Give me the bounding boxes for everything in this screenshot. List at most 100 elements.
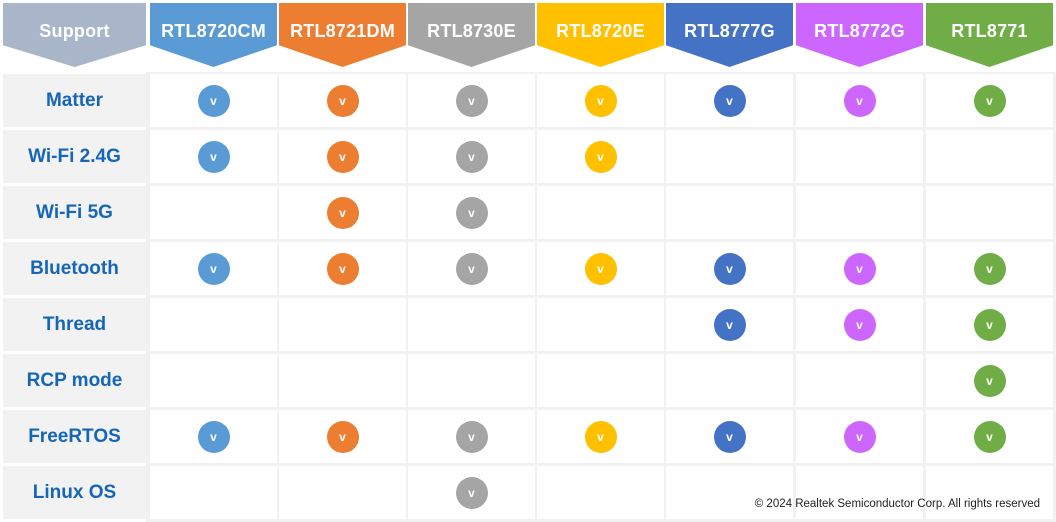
support-cell [537,186,664,239]
support-cell [279,466,406,519]
support-cell [796,130,923,183]
support-cell: v [926,410,1053,463]
header-rtl8772g: RTL8772G [796,3,923,67]
check-icon: v [973,252,1006,285]
support-cell: v [408,242,535,295]
check-icon: v [843,252,876,285]
check-icon: v [455,196,488,229]
support-cell: v [408,74,535,127]
support-cell: v [666,410,793,463]
support-cell: v [796,242,923,295]
header-label: RTL8721DM [290,21,395,41]
support-cell [796,466,923,519]
support-cell [408,354,535,407]
check-icon: v [973,84,1006,117]
check-icon: v [973,308,1006,341]
support-cell [926,466,1053,519]
support-cell [926,186,1053,239]
support-cell [796,186,923,239]
header-support: Support [3,3,146,67]
support-cell [150,186,277,239]
header-rtl8777g: RTL8777G [666,3,793,67]
support-cell: v [796,298,923,351]
feature-label: Wi-Fi 5G [3,186,146,239]
support-cell [666,466,793,519]
support-cell [666,186,793,239]
support-cell [150,298,277,351]
support-cell: v [537,130,664,183]
header-rtl8730e: RTL8730E [408,3,535,67]
support-cell: v [279,130,406,183]
feature-label: RCP mode [3,354,146,407]
feature-label: Thread [3,298,146,351]
header-rtl8720cm: RTL8720CM [150,3,277,67]
support-cell [537,354,664,407]
check-icon: v [197,420,230,453]
support-cell [666,354,793,407]
header-label: RTL8730E [427,21,516,41]
check-icon: v [973,420,1006,453]
header-label: RTL8720CM [161,21,266,41]
table-row: Matter v v v v v v v [0,74,1056,127]
check-icon: v [455,140,488,173]
support-cell: v [537,242,664,295]
feature-label: Bluetooth [3,242,146,295]
check-icon: v [197,140,230,173]
support-cell: v [926,242,1053,295]
support-cell [150,466,277,519]
support-cell: v [150,130,277,183]
support-cell: v [796,410,923,463]
check-icon: v [326,196,359,229]
check-icon: v [326,84,359,117]
table-row: RCP mode v [0,354,1056,407]
table-row: Linux OS v [0,466,1056,519]
support-cell: v [150,74,277,127]
table-row: Bluetooth v v v v v v v [0,242,1056,295]
header-label: RTL8771 [951,21,1028,41]
support-cell: v [796,74,923,127]
support-cell [926,130,1053,183]
check-icon: v [584,84,617,117]
support-cell [796,354,923,407]
check-icon: v [326,420,359,453]
check-icon: v [713,420,746,453]
support-cell: v [666,298,793,351]
header-label: RTL8772G [814,21,905,41]
table-row: Wi-Fi 5G v v [0,186,1056,239]
feature-label: FreeRTOS [3,410,146,463]
check-icon: v [455,476,488,509]
support-cell: v [537,410,664,463]
check-icon: v [843,420,876,453]
support-cell: v [926,298,1053,351]
check-icon: v [455,84,488,117]
header-label: RTL8720E [556,21,645,41]
support-cell: v [150,242,277,295]
feature-label: Matter [3,74,146,127]
check-icon: v [843,84,876,117]
support-cell: v [279,186,406,239]
support-cell [666,130,793,183]
support-cell: v [408,186,535,239]
feature-label: Linux OS [3,466,146,519]
support-cell: v [408,466,535,519]
check-icon: v [197,252,230,285]
table-row: Thread v v v [0,298,1056,351]
check-icon: v [455,420,488,453]
support-cell: v [150,410,277,463]
table-row: Wi-Fi 2.4G v v v v [0,130,1056,183]
check-icon: v [326,252,359,285]
support-cell [408,298,535,351]
check-icon: v [584,420,617,453]
check-icon: v [713,84,746,117]
support-cell [150,354,277,407]
check-icon: v [584,252,617,285]
support-cell [279,298,406,351]
header-row: Support RTL8720CM RTL8721DM RTL8730E RTL872… [0,0,1056,70]
support-cell: v [666,242,793,295]
support-cell: v [666,74,793,127]
support-cell [537,466,664,519]
check-icon: v [973,364,1006,397]
check-icon: v [843,308,876,341]
header-rtl8720e: RTL8720E [537,3,664,67]
copyright-notice: © 2024 Realtek Semiconductor Corp. All r… [754,498,1040,510]
